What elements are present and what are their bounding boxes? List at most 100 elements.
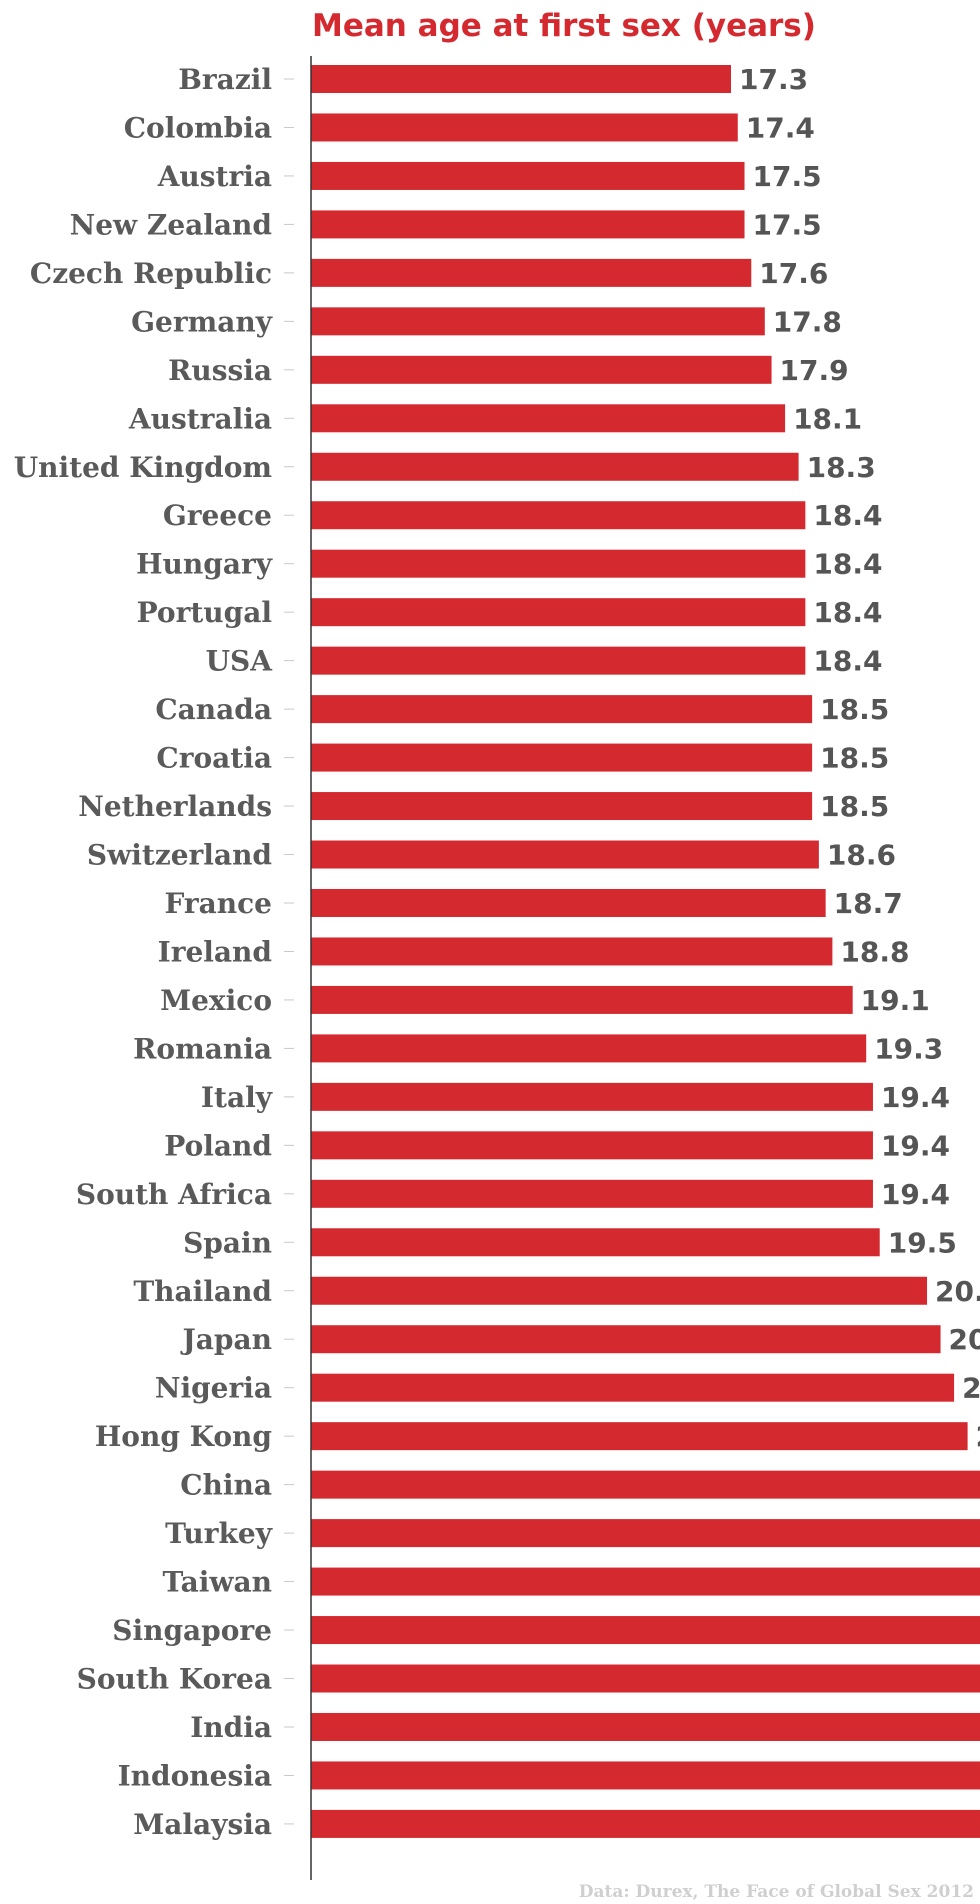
- category-label: Turkey: [165, 1517, 273, 1550]
- bar: [311, 1616, 980, 1645]
- value-label: 19.1: [861, 984, 930, 1017]
- category-label: India: [190, 1711, 272, 1744]
- bar: [311, 1373, 955, 1402]
- value-label: 20.2: [935, 1275, 980, 1308]
- category-label: Taiwan: [162, 1566, 272, 1599]
- bar: [311, 937, 833, 966]
- bar: [311, 1761, 980, 1790]
- category-label: Germany: [131, 305, 273, 338]
- bar: [311, 985, 853, 1014]
- bar: [311, 258, 752, 287]
- category-label: South Africa: [76, 1178, 272, 1211]
- bar: [311, 161, 745, 190]
- bar: [311, 404, 786, 433]
- bar: [311, 307, 765, 336]
- value-label: 17.5: [753, 208, 822, 241]
- category-label: China: [180, 1469, 272, 1502]
- category-label: France: [164, 887, 272, 920]
- category-label: Romania: [133, 1032, 272, 1065]
- category-label: United Kingdom: [14, 451, 272, 484]
- bar: [311, 1276, 928, 1305]
- value-label: 17.4: [746, 111, 815, 144]
- category-label: Japan: [180, 1323, 272, 1356]
- category-label: Hong Kong: [95, 1420, 272, 1453]
- value-label: 17.6: [759, 257, 828, 290]
- value-label: 18.5: [820, 693, 889, 726]
- category-label: Ireland: [158, 935, 272, 968]
- value-label: 18.7: [834, 887, 903, 920]
- bar: [311, 113, 738, 142]
- bar: [311, 1809, 980, 1838]
- chart-title: Mean age at first sex (years): [312, 8, 816, 44]
- bar: [311, 1567, 980, 1596]
- value-label: 18.4: [813, 548, 882, 581]
- value-label: 20.8: [976, 1420, 980, 1453]
- value-label: 18.4: [813, 645, 882, 678]
- bar: [311, 1712, 980, 1741]
- value-label: 17.5: [753, 160, 822, 193]
- category-label: Croatia: [156, 742, 272, 775]
- value-label: 18.4: [813, 596, 882, 629]
- category-label: Spain: [183, 1226, 272, 1259]
- category-label: Czech Republic: [30, 257, 272, 290]
- value-label: 18.1: [793, 402, 862, 435]
- bar: [311, 792, 813, 821]
- bar: [311, 1228, 880, 1257]
- value-label: 18.5: [820, 742, 889, 775]
- value-label: 20.4: [949, 1323, 980, 1356]
- bar: [311, 1470, 980, 1499]
- bar: [311, 1082, 873, 1111]
- value-label: 20.6: [962, 1372, 980, 1405]
- bar: [311, 598, 806, 627]
- bar: [311, 1422, 968, 1451]
- value-label: 18.5: [820, 790, 889, 823]
- value-label: 19.4: [881, 1129, 950, 1162]
- category-label: Singapore: [112, 1614, 272, 1647]
- source-note: Data: Durex, The Face of Global Sex 2012: [579, 1882, 974, 1902]
- bars-layer: Brazil 17.3 Colombia 17.4 Austria 17.5 New Zea…: [14, 63, 980, 1841]
- category-label: USA: [206, 645, 274, 678]
- category-label: Austria: [157, 160, 272, 193]
- bar: [311, 65, 731, 93]
- bar: [311, 210, 745, 239]
- value-label: 17.3: [739, 63, 808, 96]
- bar: [311, 695, 813, 724]
- value-label: 19.5: [888, 1226, 957, 1259]
- value-label: 19.4: [881, 1081, 950, 1114]
- bar: [311, 1179, 873, 1208]
- category-label: Thailand: [133, 1275, 272, 1308]
- category-label: Portugal: [137, 596, 272, 629]
- category-label: Russia: [168, 354, 272, 387]
- category-label: South Korea: [77, 1663, 272, 1696]
- value-label: 18.3: [807, 451, 876, 484]
- category-label: Switzerland: [87, 839, 272, 872]
- category-label: Netherlands: [78, 790, 272, 823]
- category-label: Indonesia: [118, 1759, 272, 1792]
- value-label: 17.9: [780, 354, 849, 387]
- category-label: Australia: [128, 402, 272, 435]
- category-label: Greece: [163, 499, 272, 532]
- bar: [311, 549, 806, 578]
- bar: [311, 743, 813, 772]
- category-label: Hungary: [136, 548, 273, 581]
- value-label: 18.8: [840, 935, 909, 968]
- bar: [311, 1131, 873, 1160]
- bar: [311, 888, 826, 917]
- value-label: 19.3: [874, 1032, 943, 1065]
- value-label: 17.8: [773, 305, 842, 338]
- bar: [311, 1034, 867, 1063]
- bar: [311, 355, 772, 384]
- category-label: Malaysia: [133, 1808, 272, 1841]
- bar: [311, 1664, 980, 1693]
- category-label: Canada: [155, 693, 272, 726]
- category-label: Nigeria: [155, 1372, 272, 1405]
- bar: [311, 452, 799, 481]
- bar: [311, 1325, 941, 1354]
- bar: [311, 840, 819, 869]
- category-label: New Zealand: [70, 208, 272, 241]
- bar: [311, 501, 806, 530]
- bar: [311, 646, 806, 675]
- value-label: 19.4: [881, 1178, 950, 1211]
- bar: [311, 1519, 980, 1548]
